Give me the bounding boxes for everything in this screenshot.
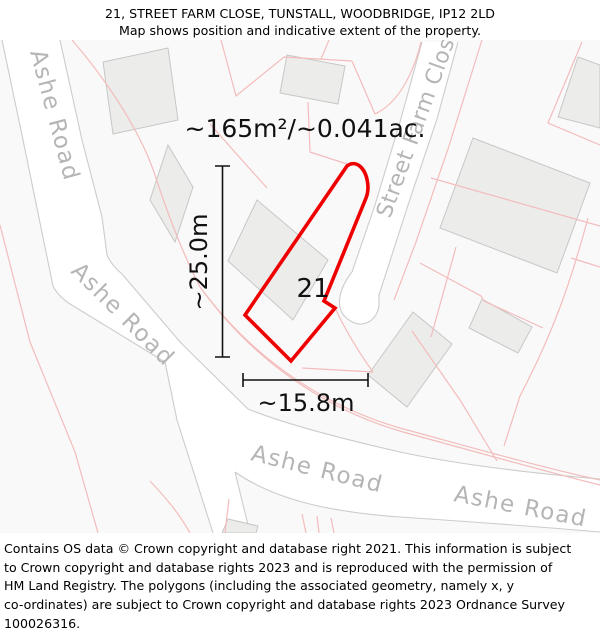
parcel-boundary-line [547,41,600,146]
building [557,56,600,129]
road-edge [1,40,214,533]
parcel-boundary-line [199,286,600,481]
parcel-boundary-line [419,262,544,329]
parcel-boundary-line [202,290,600,486]
parcel-boundary-line [224,498,230,533]
parcel-boundary-line [0,224,99,533]
height-measurement: ~25.0m [185,165,230,358]
height-measurement-label: ~25.0m [185,214,213,311]
copyright-line: 100026316. [4,615,81,631]
building [279,54,346,105]
parcel-boundary-line [330,517,335,533]
property-outline [242,161,370,364]
area-label: ~165m²/~0.041ac. [185,114,426,143]
parcel-boundary-line [307,101,348,165]
parcel-boundary-line [301,367,374,373]
ashe-road-south-surface [235,409,600,532]
building [439,137,591,274]
parcel-boundary-line [393,40,483,301]
width-measurement-line [242,373,369,387]
page-header: 21, STREET FARM CLOSE, TUNSTALL, WOODBRI… [0,0,600,40]
parcel-boundary-line [503,217,589,447]
road-edge [234,471,251,533]
copyright-line: co-ordinates) are subject to Crown copyr… [4,597,565,613]
width-measurement-label: ~15.8m [258,389,355,417]
copyright-line: HM Land Registry. The polygons (includin… [4,578,515,594]
parcel-boundary-line [374,41,422,115]
copyright-notice: Contains OS data © Crown copyright and d… [0,533,600,634]
map-canvas: Ashe Road Ashe Road Ashe Road Ashe Road … [0,40,600,533]
street-farm-close-surface [339,42,458,324]
building [149,143,194,244]
parcel-boundary-line [430,177,600,227]
parcel-boundary-line [320,40,330,60]
road-edge [339,41,459,325]
road-edge [59,40,600,480]
road-edge [234,471,600,533]
plot-number: 21 [296,274,329,304]
copyright-line: Contains OS data © Crown copyright and d… [4,541,572,556]
height-measurement-line [215,165,230,358]
ashe-road-surface [2,40,250,533]
building [468,298,533,354]
building [367,311,453,408]
parcel-boundary-line [351,60,376,115]
parcel-boundary-line [334,307,374,373]
parcel-boundary-line [316,515,320,533]
parcel-boundary-line [149,480,191,533]
parcel-boundary-line [430,246,457,338]
parcel-boundary-line [71,40,201,288]
parcel-boundary-line [411,330,498,462]
copyright-line: to Crown copyright and database rights 2… [4,559,553,575]
width-measurement: ~15.8m [242,373,369,417]
building [221,518,259,533]
building [227,199,329,321]
parcel-boundary-line [570,257,600,268]
property-map: Ashe Road Ashe Road Ashe Road Ashe Road … [0,40,600,533]
building [102,47,179,135]
page-title: 21, STREET FARM CLOSE, TUNSTALL, WOODBRI… [105,6,495,21]
parcel-boundary-line [301,513,307,533]
parcel-boundary-line [209,123,268,189]
parcel-boundary-line [220,40,353,98]
page-subtitle: Map shows position and indicative extent… [118,23,482,38]
